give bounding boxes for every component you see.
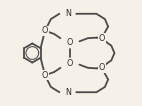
Text: O: O [99, 34, 105, 43]
Text: O: O [42, 26, 48, 35]
Text: O: O [67, 59, 73, 68]
Text: O: O [67, 38, 73, 47]
Text: O: O [99, 63, 105, 72]
Text: N: N [65, 88, 71, 97]
Text: O: O [42, 71, 48, 80]
Text: N: N [65, 9, 71, 18]
